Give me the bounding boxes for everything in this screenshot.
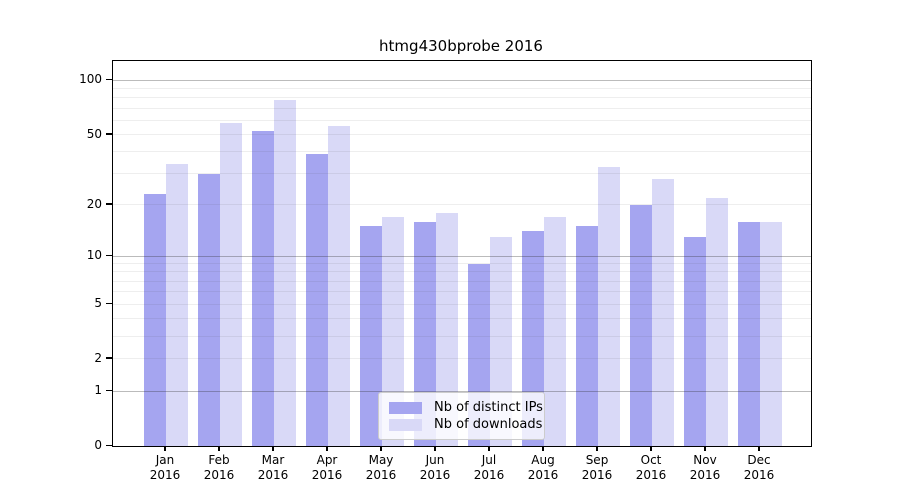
xtick-label-dec: Dec 2016	[743, 453, 775, 482]
xtick-mark-jan	[164, 446, 166, 451]
gridline-50	[113, 134, 811, 136]
gridline-8	[113, 271, 811, 273]
bar-distinct-ips-jan	[144, 194, 166, 446]
gridline-90	[113, 88, 811, 90]
xtick-mark-may	[380, 446, 382, 451]
gridline-3	[113, 335, 811, 337]
legend-item-distinct-ips: Nb of distinct IPs	[379, 399, 544, 416]
bar-downloads-mar	[274, 99, 296, 446]
ytick-mark-1	[106, 389, 112, 392]
xtick-label-apr: Apr 2016	[311, 453, 343, 482]
xtick-label-jan: Jan 2016	[149, 453, 181, 482]
bar-downloads-oct	[652, 179, 674, 446]
bar-downloads-feb	[220, 122, 242, 446]
xtick-label-jul: Jul 2016	[473, 453, 505, 482]
gridline-100	[113, 79, 811, 81]
ytick-mark-0	[106, 444, 112, 446]
bar-distinct-ips-apr	[306, 153, 328, 446]
ytick-mark-50	[106, 133, 112, 135]
xtick-mark-feb	[218, 446, 220, 451]
bar-downloads-aug	[544, 217, 566, 446]
gridline-1	[113, 390, 811, 392]
bar-distinct-ips-feb	[198, 173, 220, 446]
xtick-label-aug: Aug 2016	[527, 453, 559, 482]
xtick-mark-oct	[650, 446, 652, 451]
bar-downloads-sep	[598, 166, 620, 446]
gridline-5	[113, 303, 811, 305]
chart-title: htmg430bprobe 2016	[379, 37, 543, 55]
gridline-2	[113, 358, 811, 360]
xtick-mark-nov	[704, 446, 706, 451]
xtick-mark-sep	[596, 446, 598, 451]
ytick-mark-20	[106, 203, 112, 205]
xtick-label-mar: Mar 2016	[257, 453, 289, 482]
legend-swatch-downloads	[389, 418, 422, 431]
bar-distinct-ips-sep	[576, 226, 598, 446]
gridline-70	[113, 107, 811, 109]
bar-downloads-nov	[706, 197, 728, 446]
xtick-label-nov: Nov 2016	[689, 453, 721, 482]
ytick-label-5: 5	[94, 296, 102, 311]
xtick-label-jun: Jun 2016	[419, 453, 451, 482]
bar-distinct-ips-mar	[252, 131, 274, 446]
ytick-mark-100	[106, 78, 112, 81]
bar-downloads-jun	[436, 212, 458, 446]
xtick-label-may: May 2016	[365, 453, 397, 482]
xtick-mark-jul	[488, 446, 490, 451]
gridline-30	[113, 173, 811, 175]
legend-swatch-distinct-ips	[389, 401, 422, 414]
legend-label-downloads: Nb of downloads	[434, 417, 543, 432]
xtick-mark-apr	[326, 446, 328, 451]
gridline-7	[113, 280, 811, 282]
xtick-mark-dec	[758, 446, 760, 451]
bar-downloads-dec	[760, 221, 782, 446]
ytick-label-100: 100	[79, 72, 102, 87]
gridline-60	[113, 119, 811, 121]
plot-area	[112, 60, 812, 447]
ytick-label-20: 20	[86, 196, 102, 211]
gridline-6	[113, 291, 811, 293]
bar-downloads-jan	[166, 164, 188, 446]
xtick-label-feb: Feb 2016	[203, 453, 235, 482]
xtick-mark-mar	[272, 446, 274, 451]
legend: Nb of distinct IPs Nb of downloads	[378, 392, 545, 440]
ytick-label-50: 50	[86, 126, 102, 141]
bar-distinct-ips-nov	[684, 236, 706, 446]
gridline-80	[113, 97, 811, 99]
ytick-label-1: 1	[94, 383, 102, 398]
gridline-10	[113, 255, 811, 257]
bar-distinct-ips-may	[360, 226, 382, 446]
xtick-mark-aug	[542, 446, 544, 451]
legend-label-distinct-ips: Nb of distinct IPs	[434, 400, 543, 415]
xtick-mark-jun	[434, 446, 436, 451]
gridline-9	[113, 263, 811, 265]
gridline-40	[113, 151, 811, 153]
bar-downloads-apr	[328, 125, 350, 446]
bar-distinct-ips-jun	[414, 221, 436, 446]
gridline-4	[113, 318, 811, 319]
ytick-mark-2	[106, 357, 112, 359]
ytick-label-10: 10	[86, 248, 102, 263]
bar-distinct-ips-oct	[630, 204, 652, 446]
ytick-mark-10	[106, 254, 112, 257]
legend-item-downloads: Nb of downloads	[379, 416, 544, 433]
ytick-mark-5	[106, 302, 112, 305]
xtick-label-sep: Sep 2016	[581, 453, 613, 482]
gridline-20	[113, 204, 811, 206]
bar-downloads-may	[382, 217, 404, 446]
ytick-label-0: 0	[94, 438, 102, 452]
xtick-label-oct: Oct 2016	[635, 453, 667, 482]
ytick-label-2: 2	[94, 350, 102, 365]
bar-distinct-ips-dec	[738, 221, 760, 446]
